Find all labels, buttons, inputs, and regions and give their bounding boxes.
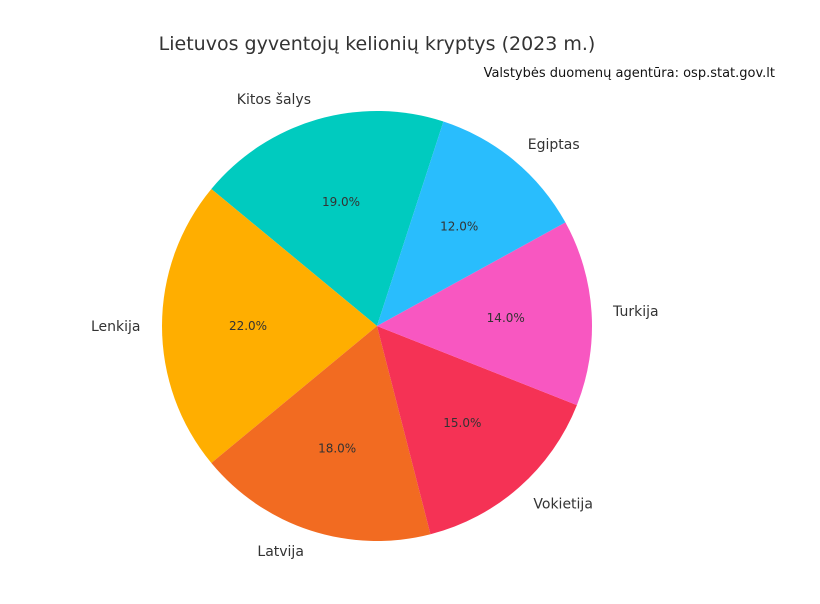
chart-subtitle: Valstybės duomenų agentūra: osp.stat.gov…: [484, 66, 775, 81]
pie-slice-egiptas: [377, 121, 566, 326]
slice-label: Vokietija: [533, 496, 593, 512]
pie-slices: [161, 110, 592, 541]
slice-label: Latvija: [257, 544, 304, 560]
slice-percent-label: 12.0%: [440, 220, 478, 234]
slice-label: Turkija: [612, 304, 659, 320]
slice-percent-label: 14.0%: [487, 311, 525, 325]
pie-slice-turkija: [377, 222, 592, 406]
slice-percent-label: 19.0%: [322, 195, 360, 209]
pie-labels: Kitos šalys 19.0% Lenkija 22.0% Latvija 18.0%…: [91, 92, 659, 560]
slice-label: Kitos šalys: [237, 92, 311, 108]
slice-label: Lenkija: [91, 319, 141, 335]
chart-title: Lietuvos gyventojų kelionių kryptys (202…: [159, 33, 596, 55]
pie-slice-kitos-šalys: [211, 110, 444, 326]
slice-percent-label: 22.0%: [229, 319, 267, 333]
slice-percent-label: 15.0%: [443, 416, 481, 430]
slice-percent-label: 18.0%: [318, 442, 356, 456]
slice-label: Egiptas: [528, 137, 580, 153]
pie-slice-latvija: [211, 326, 431, 541]
pie-slice-lenkija: [161, 188, 377, 464]
pie-slice-vokietija: [377, 326, 577, 535]
